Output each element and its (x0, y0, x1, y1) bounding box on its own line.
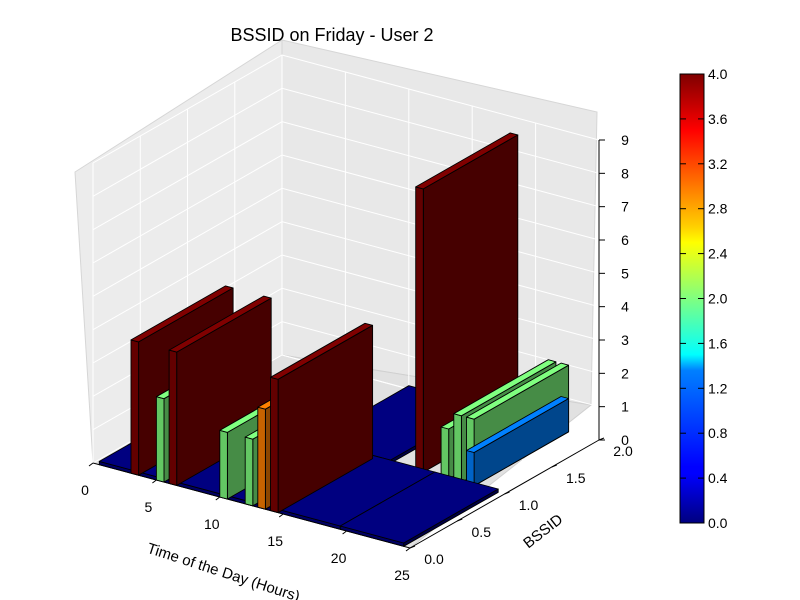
z-tick-labels: 0 1 2 3 4 5 6 7 8 9 (599, 132, 629, 448)
bar-top-face (453, 359, 557, 417)
bar-front-face (270, 376, 279, 514)
x-tick-label: 10 (204, 516, 220, 532)
z-tick-label: 4 (621, 299, 629, 315)
y-tick-mark (551, 464, 557, 468)
z-tick-label: 5 (621, 265, 629, 281)
x-tick-label: 25 (394, 567, 410, 583)
bar-front-face (244, 436, 254, 507)
z-tick-label: 1 (621, 399, 629, 415)
bar-front-face (440, 426, 450, 480)
x-tick-mark (278, 513, 284, 518)
y-tick-labels: 0.0 0.5 1.0 1.5 2.0 (409, 437, 633, 567)
colorbar: 0.0 0.4 0.8 1.2 1.6 2.0 2.4 2.8 3.2 3.6 4.0 (679, 66, 728, 531)
x-tick-label: 20 (331, 550, 347, 566)
y-tick-mark (409, 545, 416, 549)
colorbar-tick-labels: 0.0 0.4 0.8 1.2 1.6 2.0 2.4 2.8 3.2 3.6 4.0 (680, 66, 728, 531)
y-tick-mark (457, 518, 463, 522)
colorbar-tick-label: 1.6 (708, 335, 728, 351)
bar-top-face (339, 471, 499, 544)
x-tick-mark (215, 496, 221, 501)
x-tick-label: 15 (267, 533, 283, 549)
bar-top-face (130, 285, 234, 343)
colorbar-tick-label: 0.4 (708, 470, 728, 486)
bar-front-face (219, 429, 228, 500)
bar-top-face (415, 132, 519, 190)
colorbar-tick-label: 2.8 (708, 201, 728, 217)
x-tick-mark (152, 479, 157, 484)
z-tick-label: 8 (621, 165, 629, 181)
y-tick-label: 0.5 (472, 524, 492, 540)
y-axis-label: BSSID (520, 511, 566, 552)
bar-top-face (270, 322, 374, 380)
z-tick-label: 2 (621, 365, 629, 381)
colorbar-tick-label: 3.6 (708, 111, 728, 127)
y-tick-label: 1.0 (519, 497, 539, 513)
bar-front-face (415, 186, 424, 473)
y-tick-label: 2.0 (613, 443, 633, 459)
colorbar-tick-label: 0.0 (708, 515, 728, 531)
x-tick-mark (405, 547, 411, 552)
colorbar-tick-label: 3.2 (708, 156, 728, 172)
colorbar-tick-label: 2.4 (708, 246, 728, 262)
bar-top-face (168, 295, 272, 353)
colorbar-tick-label: 4.0 (708, 66, 728, 82)
y-tick-label: 1.5 (566, 470, 586, 486)
colorbar-tick-label: 1.2 (708, 380, 728, 396)
x-tick-label: 0 (81, 482, 89, 498)
z-tick-label: 0 (621, 432, 629, 448)
bar (415, 132, 519, 473)
bar-front-face (257, 406, 266, 510)
x-tick-mark (88, 462, 94, 467)
colorbar-tick-label: 0.8 (708, 425, 728, 441)
bar (466, 396, 570, 487)
bar-front-face (155, 396, 165, 483)
z-tick-label: 9 (621, 132, 629, 148)
bar (270, 322, 374, 514)
x-tick-labels: 0 5 10 15 20 25 (81, 462, 411, 583)
bar-front-face (130, 339, 140, 476)
bars (98, 132, 570, 547)
bar-front-face (453, 413, 462, 483)
bar-top-face (466, 362, 570, 420)
x-tick-label: 5 (145, 499, 153, 515)
bar (339, 471, 499, 547)
z-grid-line (92, 54, 600, 164)
y-tick-mark (504, 491, 510, 495)
chart-title: BSSID on Friday - User 2 (230, 25, 433, 45)
colorbar-tick-label: 2.0 (708, 291, 728, 307)
y-tick-label: 0.0 (424, 551, 444, 567)
z-tick-label: 7 (621, 199, 629, 215)
z-tick-label: 6 (621, 232, 629, 248)
bar-front-face (168, 349, 178, 486)
x-tick-mark (342, 530, 347, 535)
bar-top-face (466, 396, 570, 453)
z-tick-label: 3 (621, 332, 629, 348)
